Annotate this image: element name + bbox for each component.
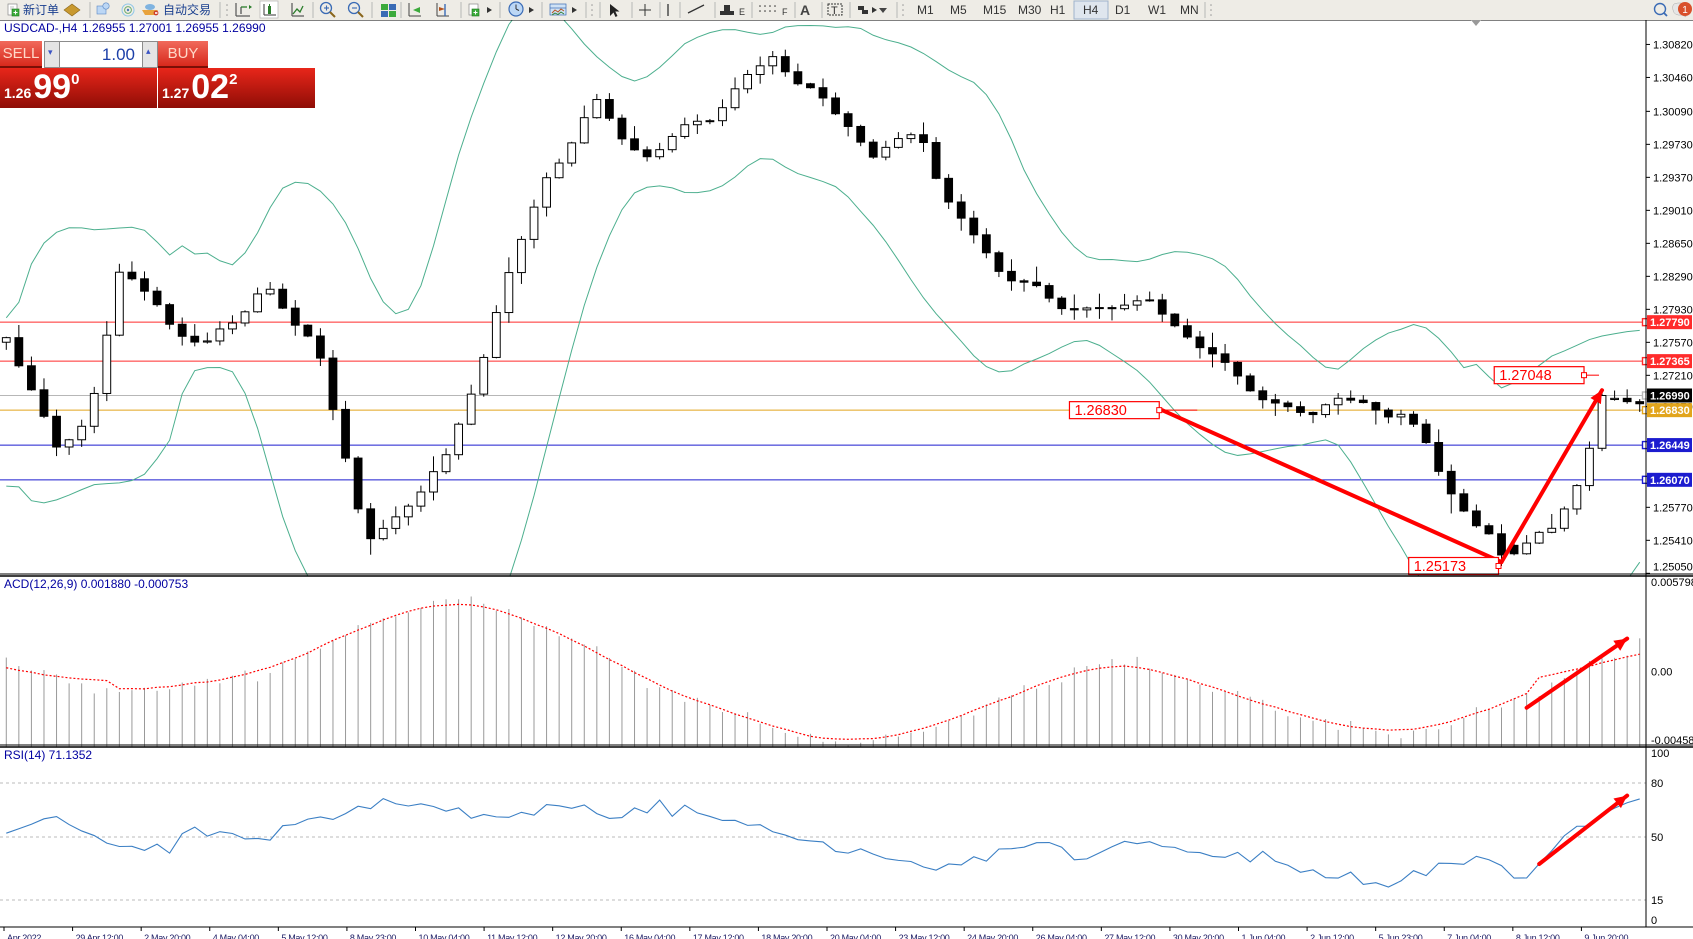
svg-text:0.00: 0.00 [1651,667,1672,679]
svg-text:8 Jun 12:00: 8 Jun 12:00 [1516,933,1560,939]
svg-text:MN: MN [1180,3,1199,17]
svg-text:W1: W1 [1148,3,1166,17]
svg-text:1.29730: 1.29730 [1653,139,1693,151]
svg-text:26 May 04:00: 26 May 04:00 [1036,933,1087,939]
svg-text:M5: M5 [950,3,967,17]
svg-text:24 May 20:00: 24 May 20:00 [967,933,1018,939]
svg-text:1.26449: 1.26449 [1650,440,1690,452]
svg-text:1.26955 1.27001 1.26955 1.2699: 1.26955 1.27001 1.26955 1.26990 [82,21,266,35]
svg-text:10 May 04:00: 10 May 04:00 [419,933,470,939]
svg-text:1.30820: 1.30820 [1653,39,1693,51]
svg-text:0: 0 [1651,915,1657,927]
svg-text:1.28290: 1.28290 [1653,271,1693,283]
svg-text:1.26830: 1.26830 [1074,403,1126,419]
svg-text:M30: M30 [1018,3,1042,17]
svg-text:F: F [782,7,788,17]
svg-text:16 May 04:00: 16 May 04:00 [624,933,675,939]
svg-text:15: 15 [1651,895,1663,907]
svg-text:8 May 23:00: 8 May 23:00 [350,933,397,939]
svg-text:1.27048: 1.27048 [1499,368,1551,384]
svg-text:4 May 04:00: 4 May 04:00 [213,933,260,939]
svg-text:ACD(12,26,9) 0.001880 -0.000: ACD(12,26,9) 0.001880 -0.000753 [4,577,188,591]
svg-text:1: 1 [1682,5,1688,16]
svg-text:1.26990: 1.26990 [1650,390,1690,402]
svg-text:1.25410: 1.25410 [1653,535,1693,547]
svg-text:2 May 20:00: 2 May 20:00 [144,933,191,939]
svg-text:H4: H4 [1083,3,1099,17]
svg-text:23 May 12:00: 23 May 12:00 [899,933,950,939]
svg-text:12 May 20:00: 12 May 20:00 [556,933,607,939]
svg-text:新订单: 新订单 [23,2,59,17]
svg-text:1.28650: 1.28650 [1653,238,1693,250]
svg-text:1.25173: 1.25173 [1414,559,1466,575]
svg-text:1.26070: 1.26070 [1650,475,1690,487]
svg-text:A: A [800,2,810,18]
svg-text:1.25050: 1.25050 [1653,561,1693,573]
svg-text:7 Jun 04:00: 7 Jun 04:00 [1447,933,1491,939]
svg-text:USDCAD-,H4: USDCAD-,H4 [4,21,78,35]
svg-text:1.30090: 1.30090 [1653,106,1693,118]
svg-text:80: 80 [1651,778,1663,790]
svg-text:11 May 12:00: 11 May 12:00 [487,933,538,939]
svg-text:1.30460: 1.30460 [1653,72,1693,84]
svg-text:M15: M15 [983,3,1007,17]
svg-text:18 May 20:00: 18 May 20:00 [761,933,812,939]
svg-text:30 May 20:00: 30 May 20:00 [1173,933,1224,939]
svg-text:1 Jun 04:00: 1 Jun 04:00 [1242,933,1286,939]
svg-text:D1: D1 [1115,3,1131,17]
svg-text:1.29010: 1.29010 [1653,205,1693,217]
svg-text:1.27365: 1.27365 [1650,356,1690,368]
svg-text:9 Jun 20:00: 9 Jun 20:00 [1584,933,1628,939]
svg-text:50: 50 [1651,832,1663,844]
svg-text:1.26830: 1.26830 [1650,405,1690,417]
svg-text:100: 100 [1651,748,1669,760]
svg-text:Apr 2022: Apr 2022 [7,933,41,939]
svg-text:1.29370: 1.29370 [1653,172,1693,184]
svg-text:1.27790: 1.27790 [1650,317,1690,329]
svg-text:1.27570: 1.27570 [1653,337,1693,349]
svg-text:2 Jun 12:00: 2 Jun 12:00 [1310,933,1354,939]
svg-text:29 Apr 12:00: 29 Apr 12:00 [76,933,124,939]
svg-text:27 May 12:00: 27 May 12:00 [1104,933,1155,939]
svg-text:1.25770: 1.25770 [1653,502,1693,514]
svg-text:T: T [831,5,838,17]
svg-text:M1: M1 [917,3,934,17]
svg-text:RSI(14) 71.1352: RSI(14) 71.1352 [4,748,92,762]
svg-text:20 May 04:00: 20 May 04:00 [830,933,881,939]
svg-text:17 May 12:00: 17 May 12:00 [693,933,744,939]
svg-text:1.27930: 1.27930 [1653,304,1693,316]
svg-text:0.005798: 0.005798 [1651,577,1693,589]
svg-text:1.27210: 1.27210 [1653,370,1693,382]
svg-text:E: E [739,7,745,17]
svg-text:5 Jun 23:00: 5 Jun 23:00 [1379,933,1423,939]
svg-text:5 May 12:00: 5 May 12:00 [281,933,328,939]
svg-text:自动交易: 自动交易 [163,2,211,17]
svg-text:H1: H1 [1050,3,1066,17]
